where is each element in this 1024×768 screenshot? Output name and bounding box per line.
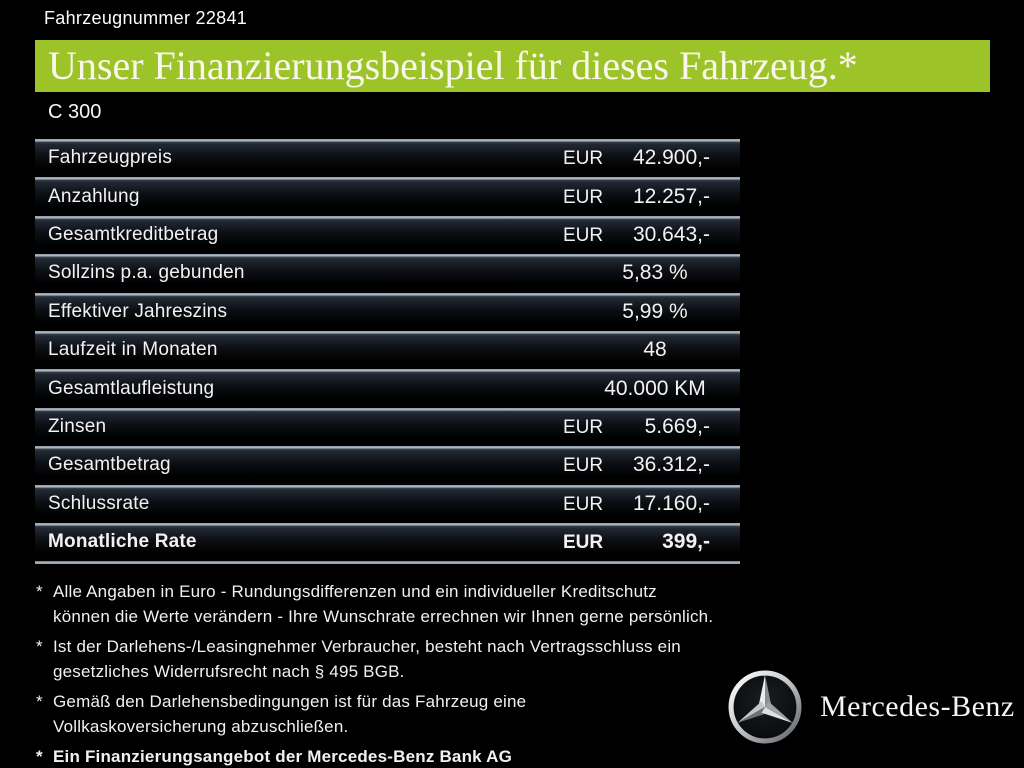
row-label: Laufzeit in Monaten [48, 339, 218, 361]
currency-label: EUR [563, 532, 604, 554]
row-label: Monatliche Rate [48, 531, 197, 553]
footnote-line: Alle Angaben in Euro - Rundungsdifferenz… [53, 582, 657, 601]
financing-table: Fahrzeugpreis EUR 42.900,- Anzahlung EUR 1… [35, 139, 740, 565]
asterisk-marker: * [36, 692, 43, 711]
row-value: 5.669,- [644, 414, 710, 438]
asterisk-marker: * [36, 637, 43, 656]
row-label: Fahrzeugpreis [48, 147, 173, 169]
row-value: 48 [643, 338, 667, 362]
footnote-line: Vollkaskoversicherung abzuschließen. [53, 716, 349, 736]
table-row: Gesamtbetrag EUR 36.312,- [35, 446, 740, 485]
row-value: 399,- [662, 530, 710, 554]
table-row: Laufzeit in Monaten 48 [35, 330, 740, 370]
asterisk-marker: * [36, 582, 43, 601]
vehicle-number: Fahrzeugnummer 22841 [44, 8, 248, 28]
row-label: Anzahlung [48, 185, 140, 207]
table-row: Fahrzeugpreis EUR 42.900,- [35, 139, 740, 178]
row-value: 36.312,- [632, 453, 710, 477]
currency-label: EUR [563, 224, 604, 246]
currency-label: EUR [563, 416, 604, 438]
row-label: Gesamtlaufleistung [48, 377, 215, 399]
asterisk-marker: * [36, 747, 43, 766]
table-row: Zinsen EUR 5.669,- [35, 407, 740, 447]
table-row-monthly-rate: Monatliche Rate EUR 399,- [35, 522, 740, 562]
currency-label: EUR [563, 493, 604, 515]
row-label: Schlussrate [48, 492, 150, 514]
row-value: 5,99 % [622, 299, 688, 323]
brand-wordmark: Mercedes-Benz [820, 690, 1015, 723]
row-value: 12.257,- [632, 184, 710, 208]
brand-block: Mercedes-Benz [726, 668, 1015, 746]
page-title: Unser Finanzierungsbeispiel für dieses F… [48, 43, 858, 88]
row-label: Sollzins p.a. gebunden [48, 262, 245, 284]
row-value: 42.900,- [632, 146, 710, 170]
table-bottom-divider [35, 561, 740, 565]
table-row: Schlussrate EUR 17.160,- [35, 484, 740, 523]
footnote-line: Ist der Darlehens-/Leasingnehmer Verbrau… [53, 637, 681, 656]
row-label: Gesamtkreditbetrag [48, 223, 219, 245]
mercedes-star-icon [728, 670, 802, 744]
row-value: 40.000 KM [604, 376, 706, 400]
currency-label: EUR [563, 455, 604, 477]
footnotes: * Alle Angaben in Euro - Rundungsdiffere… [36, 580, 736, 768]
footnote: * Alle Angaben in Euro - Rundungsdiffere… [36, 580, 736, 629]
currency-label: EUR [563, 148, 604, 170]
footnote: * Gemäß den Darlehensbedingungen ist für… [36, 690, 736, 739]
table-row: Gesamtlaufleistung 40.000 KM [35, 369, 740, 408]
table-row: Effektiver Jahreszins 5,99 % [35, 292, 740, 331]
row-value: 5,83 % [622, 261, 688, 285]
currency-label: EUR [563, 186, 604, 208]
footnote-line: können die Werte verändern - Ihre Wunsch… [53, 606, 714, 626]
table-row: Sollzins p.a. gebunden 5,83 % [35, 254, 740, 293]
row-label: Effektiver Jahreszins [48, 300, 228, 322]
footnote-line: gesetzliches Widerrufsrecht nach § 495 B… [53, 661, 405, 681]
row-label: Zinsen [48, 415, 107, 437]
footnote-financing-offer: * Ein Finanzierungsangebot der Mercedes-… [36, 745, 736, 768]
footnote: * Ist der Darlehens-/Leasingnehmer Verbr… [36, 635, 736, 684]
row-value: 30.643,- [632, 222, 710, 246]
row-label: Gesamtbetrag [48, 454, 171, 476]
footnote-line: Gemäß den Darlehensbedingungen ist für d… [53, 692, 527, 711]
row-value: 17.160,- [632, 491, 710, 515]
table-row: Gesamtkreditbetrag EUR 30.643,- [35, 215, 740, 255]
vehicle-model: C 300 [48, 101, 102, 123]
footnote-line: Ein Finanzierungsangebot der Mercedes-Be… [53, 747, 513, 766]
title-banner: Unser Finanzierungsbeispiel für dieses F… [35, 40, 990, 92]
table-row: Anzahlung EUR 12.257,- [35, 177, 740, 216]
